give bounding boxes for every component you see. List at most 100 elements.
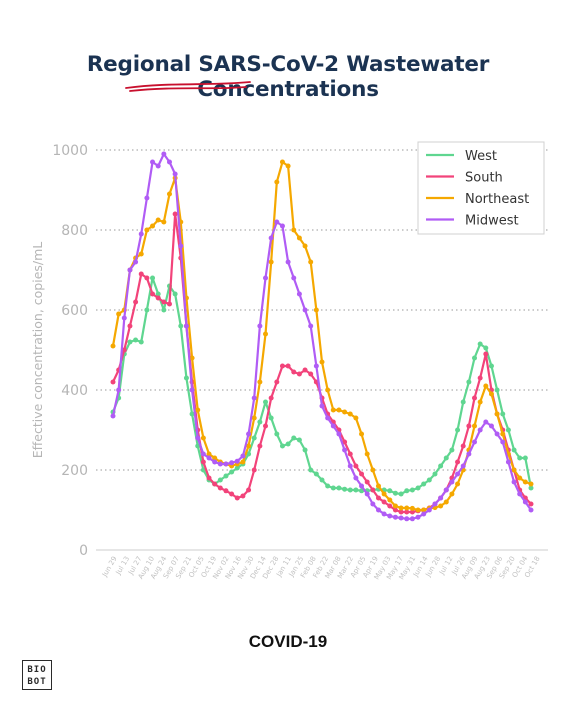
data-point [477, 399, 483, 405]
data-point [116, 311, 122, 317]
data-point [212, 455, 218, 461]
data-point [166, 191, 172, 197]
data-point [455, 459, 461, 465]
data-point [138, 271, 144, 277]
data-point [370, 467, 376, 473]
data-point [511, 447, 517, 453]
data-point [432, 501, 438, 507]
data-point [494, 411, 500, 417]
legend-label: Midwest [465, 214, 519, 229]
data-point [195, 435, 201, 441]
data-point [449, 479, 455, 485]
data-point [359, 431, 365, 437]
data-point [392, 490, 398, 496]
data-point [336, 485, 342, 491]
data-point [246, 443, 252, 449]
series-west [110, 275, 534, 497]
data-point [285, 363, 291, 369]
data-point [223, 473, 229, 479]
data-point [206, 451, 212, 457]
data-point [127, 267, 133, 273]
data-point [381, 499, 387, 505]
data-point [505, 459, 511, 465]
data-point [505, 427, 511, 433]
data-point [308, 259, 314, 265]
data-point [263, 275, 269, 281]
data-point [251, 467, 257, 473]
data-point [285, 441, 291, 447]
data-point [330, 407, 336, 413]
data-point [251, 395, 257, 401]
data-point [364, 491, 370, 497]
y-tick-label: 800 [61, 223, 88, 239]
data-point [460, 463, 466, 469]
data-point [472, 423, 478, 429]
logo-text-top: BIO [27, 665, 47, 675]
data-point [313, 363, 319, 369]
data-point [150, 223, 156, 229]
data-point [274, 431, 280, 437]
data-point [308, 371, 314, 377]
data-point [291, 227, 297, 233]
data-point [296, 235, 302, 241]
data-point [121, 347, 127, 353]
data-point [133, 299, 139, 305]
data-point [144, 307, 150, 313]
data-point [528, 485, 534, 491]
data-point [353, 463, 359, 469]
data-point [257, 443, 263, 449]
grid [96, 149, 548, 551]
data-point [494, 387, 500, 393]
data-point [127, 339, 133, 345]
data-point [528, 507, 534, 513]
data-point [161, 151, 167, 157]
data-point [144, 227, 150, 233]
data-point [319, 403, 325, 409]
data-point [404, 516, 410, 522]
data-point [511, 467, 517, 473]
data-point [133, 259, 139, 265]
data-point [279, 363, 285, 369]
data-point [240, 459, 246, 465]
data-point [353, 487, 359, 493]
data-point [212, 459, 218, 465]
data-point [488, 391, 494, 397]
data-point [206, 475, 212, 481]
data-point [336, 431, 342, 437]
data-point [409, 509, 415, 515]
data-point [460, 443, 466, 449]
data-point [217, 485, 223, 491]
data-point [330, 423, 336, 429]
data-point [392, 514, 398, 520]
data-point [375, 507, 381, 513]
data-point [347, 463, 353, 469]
data-point [488, 423, 494, 429]
data-point [494, 431, 500, 437]
data-point [336, 407, 342, 413]
data-point [200, 459, 206, 465]
data-point [161, 299, 167, 305]
data-point [398, 515, 404, 521]
data-point [279, 159, 285, 165]
data-point [234, 458, 240, 464]
data-point [438, 463, 444, 469]
data-point [274, 379, 280, 385]
data-point [234, 495, 240, 501]
data-point [426, 477, 432, 483]
data-point [432, 471, 438, 477]
data-point [472, 395, 478, 401]
data-point [234, 465, 240, 471]
data-point [178, 243, 184, 249]
data-point [483, 419, 489, 425]
data-point [460, 399, 466, 405]
data-point [359, 471, 365, 477]
series-midwest [110, 151, 534, 522]
data-point [223, 488, 229, 494]
data-point [472, 439, 478, 445]
data-point [319, 477, 325, 483]
data-point [240, 493, 246, 499]
data-point [353, 475, 359, 481]
data-point [477, 341, 483, 347]
data-point [144, 275, 150, 281]
